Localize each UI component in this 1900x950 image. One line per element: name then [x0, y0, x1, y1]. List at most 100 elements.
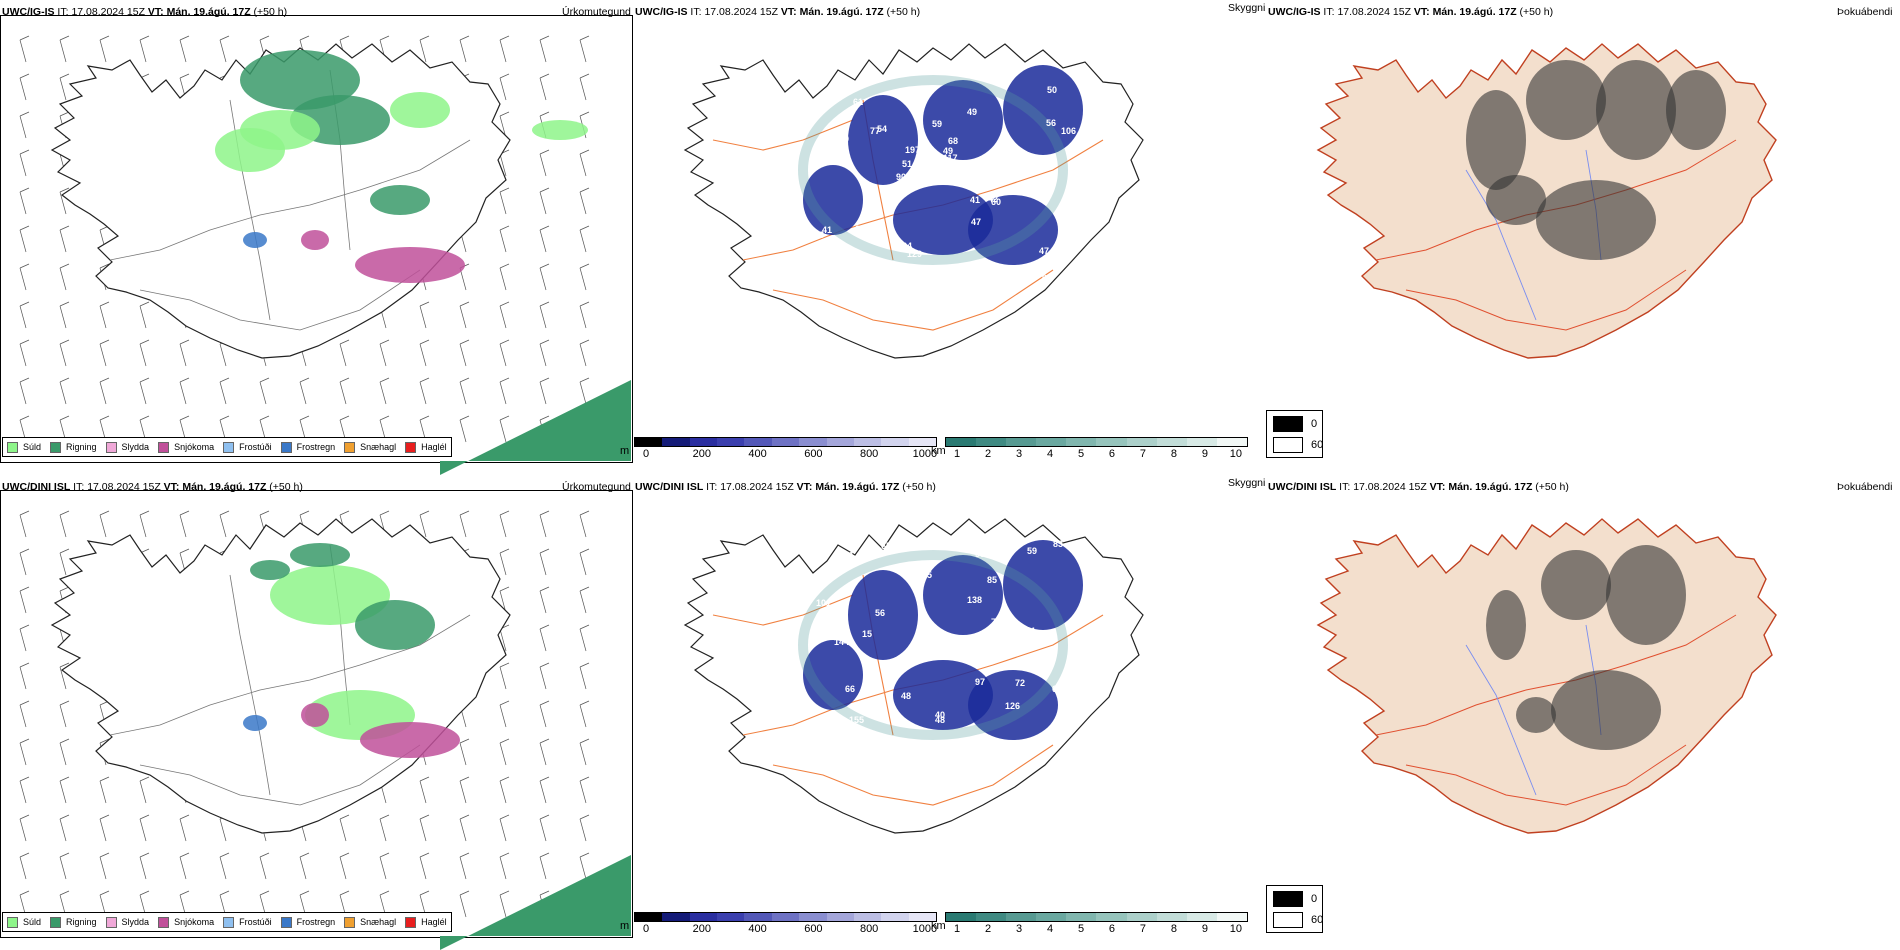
wind-barb: [59, 776, 70, 804]
wind-barb: [59, 73, 70, 101]
colorbar-bin: [1156, 438, 1187, 446]
panel-title: Úrkomutegund: [562, 6, 631, 18]
precip-area: [215, 128, 285, 172]
wind-barb: [139, 301, 150, 329]
legend-item-snaehagl: Snæhagl: [344, 441, 396, 453]
cloud-base-label: 50: [827, 277, 837, 287]
wind-barb: [59, 510, 70, 538]
wind-barb: [19, 852, 30, 880]
cloud-base-label: 13: [814, 230, 824, 240]
wind-barb: [579, 662, 590, 690]
cloud-base-label: 97: [975, 677, 985, 687]
colorbar-bin: [662, 913, 690, 921]
lead-time: (+50 h): [1519, 6, 1554, 18]
fog-area: [1596, 60, 1676, 160]
wind-barb: [419, 339, 430, 367]
cloud-base-label: 48: [901, 691, 911, 701]
wind-barb: [19, 263, 30, 291]
precip-map: [19, 510, 631, 950]
low-cloud-area: [923, 555, 1003, 635]
low-cloud-area: [923, 80, 1003, 160]
wind-barb: [459, 301, 470, 329]
wind-barb: [259, 377, 270, 405]
panel-header: UWC/IG-IS IT: 17.08.2024 15Z VT: Mán. 19…: [2, 6, 288, 18]
cloud-base-label: 68: [948, 136, 958, 146]
wind-barb: [499, 852, 510, 880]
legend-label: Frostregn: [296, 917, 336, 927]
legend-label: Snæhagl: [360, 917, 397, 927]
cloud-base-label: 56: [1046, 118, 1056, 128]
colorbar-tick-label: 200: [692, 448, 712, 460]
legend-label: Haglél: [421, 917, 447, 927]
panel-title: Þokuábendi: [1837, 481, 1893, 493]
legend-swatch: [223, 441, 235, 453]
cloud-base-label: 141: [839, 550, 854, 560]
precip-area: [243, 715, 267, 731]
cloud-base-label: 82: [1004, 763, 1014, 773]
wind-barb: [339, 339, 350, 367]
wind-barb: [539, 586, 550, 614]
precip-area: [355, 600, 435, 650]
wind-barb: [539, 548, 550, 576]
visibility-colorbar: km 1 2 3 4 5 6 7 8 9 10: [931, 912, 1248, 935]
precip-map: [19, 35, 631, 475]
legend-swatch: [50, 916, 62, 928]
wind-barb: [499, 263, 510, 291]
wind-barb: [419, 301, 430, 329]
panel-header: UWC/IG-IS IT: 17.08.2024 15Z VT: Mán. 19…: [635, 6, 921, 18]
cloud-base-label: 31: [817, 94, 827, 104]
colorbar-tick-label: 400: [748, 448, 767, 460]
fog-light-swatch: [1273, 912, 1303, 928]
colorbar-tick-label: 7: [1139, 448, 1147, 460]
wind-barb: [499, 510, 510, 538]
legend-swatch: [105, 916, 117, 928]
colorbar-bin: [908, 438, 936, 446]
cloud-base-label: 90: [839, 134, 849, 144]
colorbar-tick-label: 800: [859, 448, 879, 460]
colorbar-bin: [635, 438, 663, 446]
cloud-base-label: 123: [854, 270, 869, 280]
low-cloud-area: [848, 570, 918, 660]
wind-barb: [579, 149, 590, 177]
legend-swatch: [7, 916, 18, 928]
wind-barb: [579, 852, 590, 880]
colorbar-tick-label: 200: [692, 923, 712, 935]
cloud-base-label: 72: [991, 617, 1001, 627]
cloud-base-label: 62: [866, 752, 876, 762]
legend-swatch: [7, 441, 18, 453]
cloud-base-label: 47: [1039, 246, 1049, 256]
wind-barb: [499, 225, 510, 253]
cloud-base-label: 101: [816, 598, 831, 608]
wind-barb: [59, 738, 70, 766]
colorbar-tick-label: 0: [643, 448, 650, 460]
wind-barb: [579, 339, 590, 367]
model-name: UWC/DINI ISL: [1268, 481, 1337, 493]
model-name: UWC/DINI ISL: [2, 481, 71, 493]
wind-barb: [539, 263, 550, 291]
wind-barb: [339, 814, 350, 842]
colorbar-bin: [1186, 913, 1217, 921]
wind-barb: [579, 510, 590, 538]
precip-type-panel-bottom: UWC/DINI ISL IT: 17.08.2024 15Z VT: Mán.…: [0, 475, 633, 950]
wind-barb: [59, 225, 70, 253]
visibility-panel-bottom: 62 82 48 44 40 56 65 85 63 74 97 59 41 72 62 141 155 86 99…: [620, 475, 1266, 950]
wind-barb: [579, 776, 590, 804]
colorbar-bin: [908, 913, 936, 921]
fog-legend: 0 60: [1266, 410, 1323, 458]
colorbar-unit: km: [931, 920, 946, 932]
wind-barb: [19, 662, 30, 690]
panel-header: UWC/DINI ISL IT: 17.08.2024 15Z VT: Mán.…: [1268, 481, 1569, 493]
wind-barb: [579, 263, 590, 291]
legend-item-frostregn: Frostregn: [280, 441, 335, 453]
legend-label: Rigning: [66, 917, 97, 927]
valid-time: Mán. 19.ágú. 17Z: [182, 481, 267, 493]
precip-area: [355, 247, 465, 283]
wind-barb: [19, 510, 30, 538]
legend-swatch: [158, 441, 170, 453]
panel-header: UWC/DINI ISL IT: 17.08.2024 15Z VT: Mán.…: [635, 481, 936, 493]
cloud-base-label: 49: [967, 107, 977, 117]
cloud-base-label: 48: [846, 252, 856, 262]
colorbar-bin: [635, 913, 663, 921]
wind-barb: [539, 225, 550, 253]
fog-area: [1606, 545, 1686, 645]
